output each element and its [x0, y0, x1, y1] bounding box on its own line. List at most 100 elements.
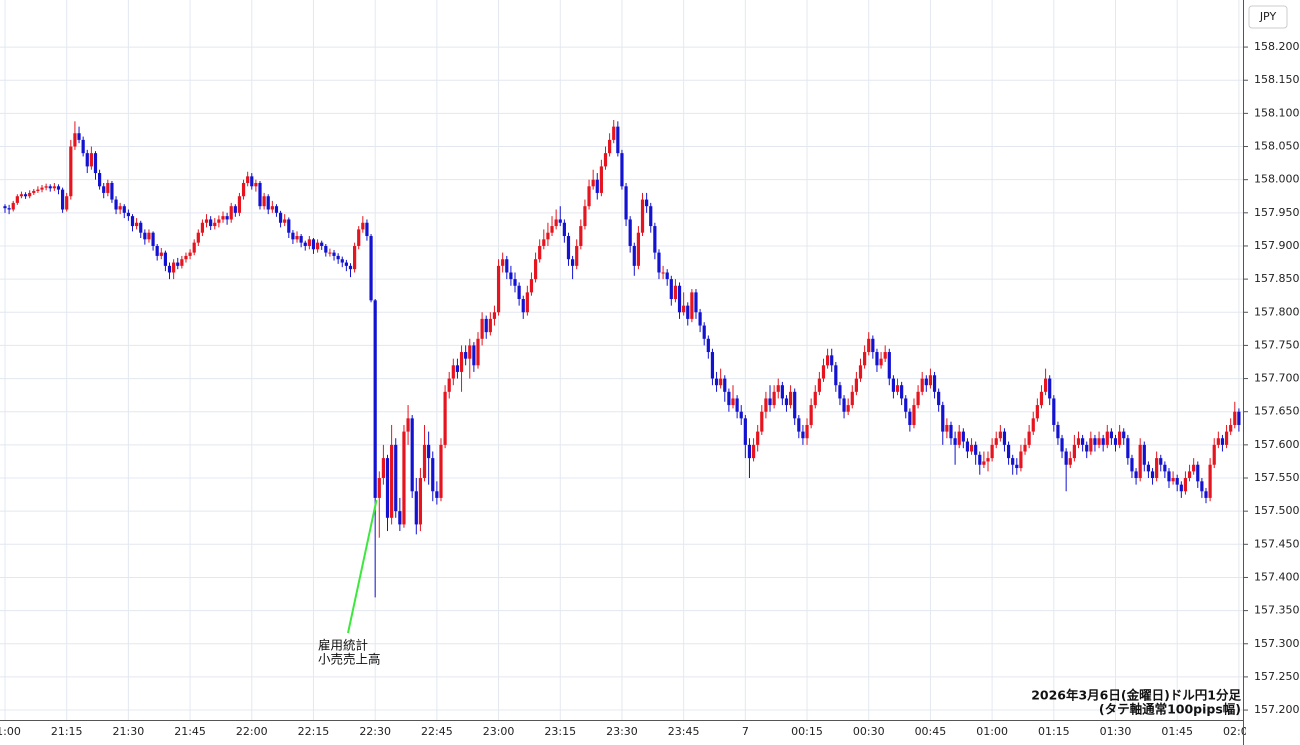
candle-body — [908, 411, 912, 425]
candle-body — [690, 292, 694, 319]
candle-body — [834, 365, 838, 386]
candle-body — [299, 236, 303, 243]
candle-body — [920, 378, 924, 392]
candle-body — [439, 444, 443, 498]
candle-body — [867, 338, 871, 353]
candle-body — [854, 378, 858, 392]
candle-body — [418, 478, 423, 525]
candle-body — [698, 312, 702, 326]
candle-body — [1122, 431, 1126, 439]
x-tick-label: 21:15 — [51, 725, 83, 738]
candle-body — [1163, 464, 1167, 472]
candle-body — [916, 391, 920, 406]
candle-body — [85, 153, 89, 167]
candle-body — [628, 219, 632, 246]
candle-body — [336, 255, 340, 260]
candle-body — [492, 312, 497, 319]
annotation: 小売売上高 — [318, 652, 381, 667]
candle-body — [900, 385, 904, 399]
candle-body — [649, 206, 653, 227]
candle-body — [780, 385, 784, 399]
y-tick-label: 158.150 — [1254, 73, 1300, 86]
candle-body — [974, 444, 978, 455]
candle-body — [739, 411, 743, 419]
candle-body — [772, 391, 776, 406]
candle-body — [209, 219, 213, 227]
candle-body — [1068, 458, 1072, 465]
y-tick-label: 157.950 — [1254, 206, 1300, 219]
candle-body — [529, 279, 534, 293]
candle-body — [200, 222, 205, 233]
candle-body — [677, 285, 682, 313]
candle-body — [986, 458, 990, 462]
candle-body — [562, 222, 566, 237]
candle-body — [1011, 458, 1015, 465]
y-tick-label: 157.700 — [1254, 372, 1300, 385]
candle-body — [969, 444, 974, 452]
y-axis: 157.200 157.250 157.300 157.350 157.400 157.4… — [1243, 40, 1300, 716]
candle-body — [957, 431, 961, 445]
candle-body — [509, 272, 513, 280]
candle-body — [398, 511, 402, 525]
candle-body — [1192, 464, 1196, 472]
x-tick-label: 22:30 — [359, 725, 391, 738]
candle-body — [3, 206, 7, 209]
x-tick-label: 22:15 — [298, 725, 330, 738]
candle-body — [1155, 458, 1159, 479]
candle-body — [1076, 438, 1081, 445]
candle-body — [645, 199, 649, 207]
x-tick-label: 00:15 — [791, 725, 823, 738]
candle-body — [307, 239, 311, 246]
y-tick-label: 157.800 — [1254, 305, 1300, 318]
x-tick-label: 01:00 — [976, 725, 1008, 738]
x-axis: 21:00 21:15 21:30 21:45 22:00 22:15 22:30 22:45… — [0, 725, 1255, 738]
candle-body — [821, 365, 826, 379]
candle-body — [517, 285, 521, 300]
y-tick-label: 158.200 — [1254, 40, 1300, 53]
candle-body — [653, 226, 657, 253]
candle-body — [406, 418, 410, 432]
candle-body — [1031, 418, 1035, 432]
candle-body — [229, 206, 233, 220]
candle-body — [937, 391, 941, 406]
candle-body — [89, 153, 93, 167]
candle-body — [217, 219, 221, 223]
footnote: (タテ軸通常100pips幅) — [1099, 702, 1241, 717]
candle-body — [710, 352, 715, 379]
candle-body — [163, 252, 168, 266]
candle-body — [817, 378, 821, 392]
y-tick-label: 158.050 — [1254, 140, 1300, 153]
candle-body — [875, 352, 879, 366]
candle-body — [213, 222, 217, 227]
candle-body — [1134, 471, 1138, 479]
candle-body — [776, 385, 780, 392]
candle-body — [1002, 431, 1007, 445]
candle-body — [612, 126, 616, 140]
x-tick-label: 02:00 — [1223, 725, 1255, 738]
candle-body — [241, 182, 246, 197]
candle-body — [686, 305, 690, 319]
candle-body — [1118, 431, 1122, 445]
candle-body — [40, 187, 44, 190]
candle-body — [32, 190, 36, 193]
grid — [0, 0, 1243, 720]
candle-body — [385, 458, 390, 518]
candle-body — [904, 398, 908, 412]
candle-body — [377, 478, 381, 498]
candle-body — [809, 405, 813, 425]
candle-body — [657, 252, 661, 273]
x-tick-label: 22:45 — [421, 725, 453, 738]
candle-body — [77, 133, 81, 140]
candle-body — [760, 411, 764, 432]
candle-body — [258, 182, 262, 207]
candle-body — [340, 259, 344, 263]
candle-body — [1130, 458, 1134, 472]
candle-body — [731, 398, 735, 406]
candle-body — [924, 378, 928, 386]
x-tick-label: 23:45 — [668, 725, 700, 738]
candle-body — [863, 352, 867, 366]
candle-body — [566, 236, 571, 260]
candle-body — [135, 222, 139, 227]
candle-body — [262, 196, 266, 207]
